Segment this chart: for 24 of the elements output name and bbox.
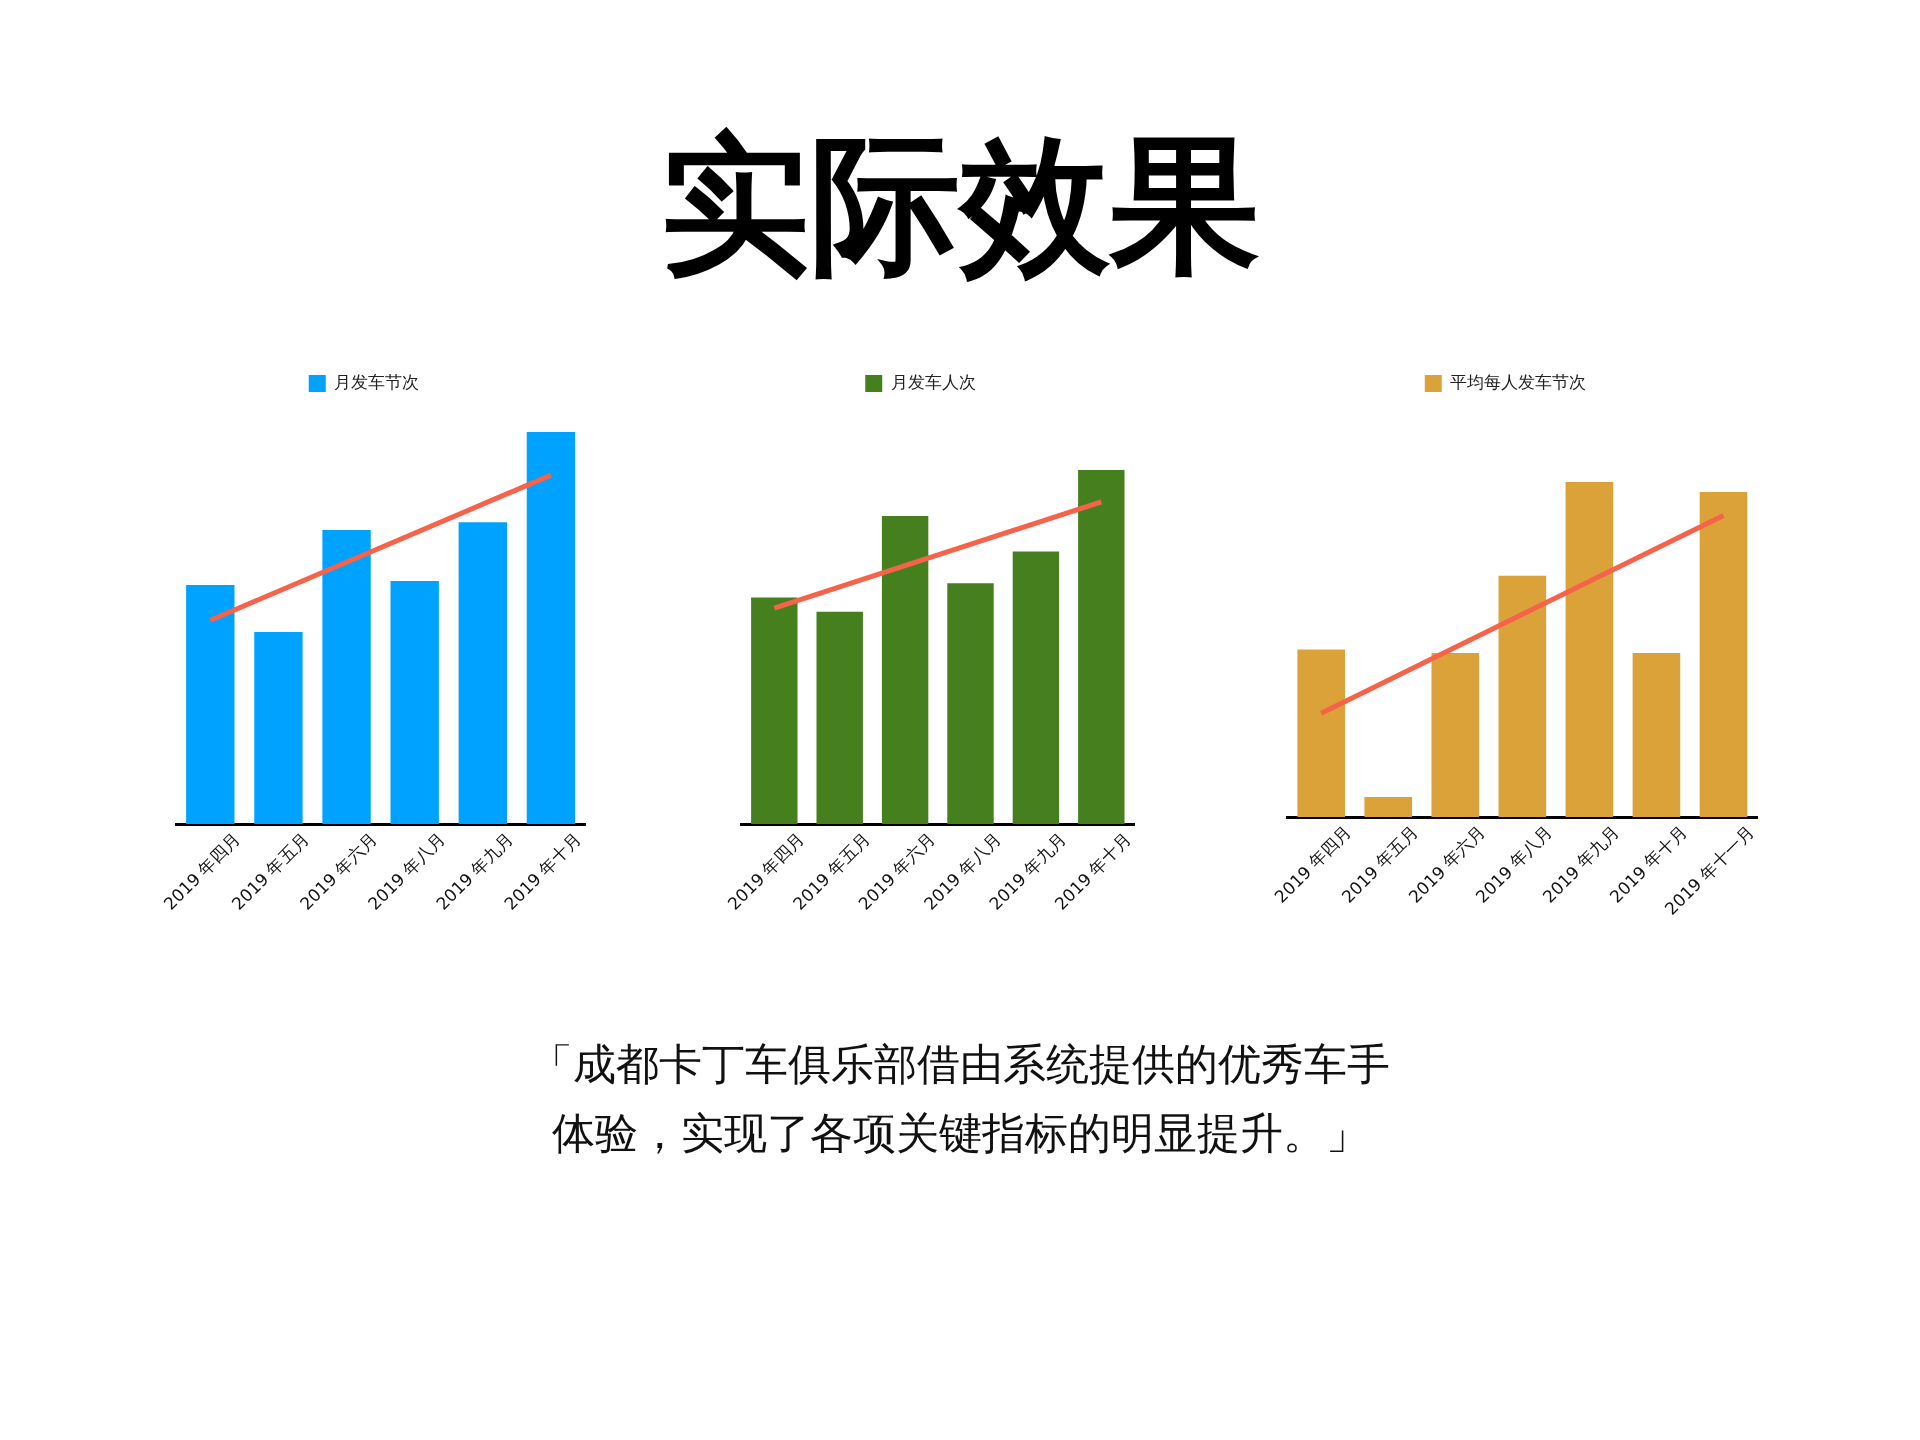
bar bbox=[254, 631, 303, 825]
bar bbox=[390, 581, 439, 825]
bar bbox=[1699, 492, 1748, 818]
legend-label: 月发车人次 bbox=[890, 371, 976, 392]
legend-label: 月发车节次 bbox=[334, 371, 420, 392]
text: 「成都卡丁车俱乐部借由系统提供的优秀车手体验，实现了各项关键指标的明显提升。」 bbox=[529, 1038, 1391, 1160]
bar bbox=[751, 597, 798, 825]
bar bbox=[186, 584, 235, 825]
bar bbox=[1632, 652, 1681, 818]
bar bbox=[881, 516, 929, 825]
bar bbox=[458, 522, 507, 825]
bar bbox=[1297, 649, 1345, 818]
bar bbox=[1565, 482, 1614, 818]
bar bbox=[816, 611, 863, 825]
bar bbox=[1012, 551, 1060, 825]
bar bbox=[1431, 652, 1480, 818]
bar bbox=[1364, 796, 1413, 818]
bar bbox=[1078, 470, 1125, 825]
legend-label: 平均每人发车节次 bbox=[1450, 371, 1587, 392]
bar bbox=[1498, 575, 1547, 818]
bar bbox=[322, 530, 371, 825]
text: 实际效果 bbox=[659, 117, 1261, 294]
bar bbox=[526, 432, 576, 825]
bar bbox=[947, 583, 994, 825]
